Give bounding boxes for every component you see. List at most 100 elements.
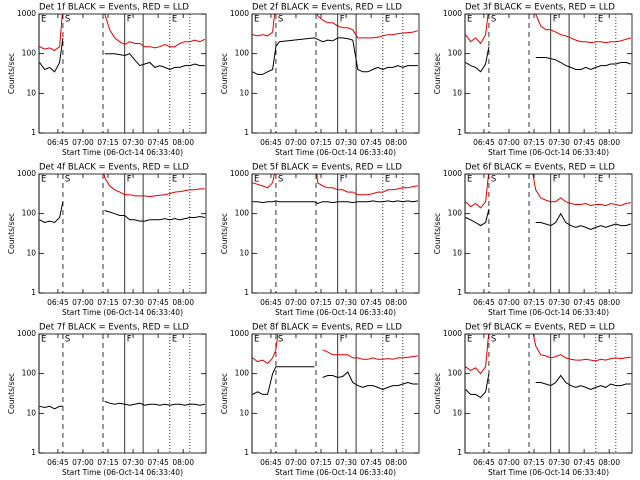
x-tick-label: 07:30 <box>122 298 144 307</box>
x-tick-label: 07:45 <box>360 138 382 147</box>
marker-label: E <box>254 335 259 345</box>
y-tick-label: 10 <box>452 408 462 417</box>
marker-label: S <box>491 15 496 25</box>
x-tick-label: 06:45 <box>473 458 495 467</box>
marker-label: E <box>598 15 603 25</box>
x-tick-label: 07:15 <box>310 458 332 467</box>
marker-label: F <box>340 335 345 345</box>
x-tick-label: 06:45 <box>47 298 69 307</box>
panel: Det 4f BLACK = Events, RED = LLD Counts/s… <box>7 163 207 317</box>
x-axis-label: Start Time (06-Oct-14 06:33:40) <box>488 308 609 317</box>
marker-label: E <box>41 15 46 25</box>
marker-label: F <box>553 175 558 185</box>
x-tick-label: 07:45 <box>147 298 169 307</box>
y-tick-label: 10 <box>26 408 36 417</box>
panel-title: Det 5f BLACK = Events, RED = LLD <box>252 163 402 173</box>
panel-title: Det 2f BLACK = Events, RED = LLD <box>252 3 402 13</box>
x-tick-label: 07:30 <box>335 298 357 307</box>
marker-label: E <box>41 335 46 345</box>
x-tick-label: 08:00 <box>385 298 407 307</box>
y-tick-label: 1000 <box>230 329 249 338</box>
x-tick-label: 07:30 <box>548 298 570 307</box>
x-tick-label: 07:45 <box>573 138 595 147</box>
plot-frame <box>251 333 420 454</box>
x-tick-label: 07:00 <box>72 138 94 147</box>
x-tick-label: 06:45 <box>260 138 282 147</box>
series-line <box>465 208 632 231</box>
series-line <box>465 373 631 399</box>
x-tick-label: 07:45 <box>573 458 595 467</box>
y-axis-label: Counts/sec <box>433 213 442 254</box>
y-tick-label: 10 <box>452 248 462 257</box>
y-tick-label: 1000 <box>443 329 462 338</box>
marker-label: F <box>127 175 132 185</box>
x-tick-label: 07:45 <box>147 458 169 467</box>
panel: Det 7f BLACK = Events, RED = LLD Counts/s… <box>7 323 207 477</box>
y-tick-label: 100 <box>448 209 463 218</box>
y-tick-label: 1000 <box>17 9 36 18</box>
marker-label: F <box>553 335 558 345</box>
y-tick-label: 1000 <box>230 9 249 18</box>
y-tick-label: 100 <box>22 209 37 218</box>
x-tick-label: 07:15 <box>523 458 545 467</box>
plot-frame <box>464 173 633 294</box>
x-tick-label: 07:45 <box>360 298 382 307</box>
y-tick-label: 1 <box>457 128 462 137</box>
y-axis-label: Counts/sec <box>7 373 16 414</box>
y-tick-label: 1 <box>457 448 462 457</box>
x-tick-label: 07:00 <box>498 298 520 307</box>
marker-label: S <box>278 335 283 345</box>
y-tick-label: 1 <box>244 128 249 137</box>
marker-label: F <box>340 175 345 185</box>
x-tick-label: 07:15 <box>310 138 332 147</box>
plot-frame <box>38 333 207 454</box>
y-tick-label: 100 <box>448 49 463 58</box>
marker-label: E <box>598 335 603 345</box>
x-tick-label: 08:00 <box>385 458 407 467</box>
y-axis-label: Counts/sec <box>220 53 229 94</box>
x-tick-label: 08:00 <box>172 298 194 307</box>
y-axis-label: Counts/sec <box>7 53 16 94</box>
x-tick-label: 07:15 <box>97 458 119 467</box>
y-tick-label: 1 <box>31 288 36 297</box>
y-axis-label: Counts/sec <box>7 213 16 254</box>
y-tick-label: 1 <box>244 448 249 457</box>
x-axis-label: Start Time (06-Oct-14 06:33:40) <box>62 148 183 157</box>
panel: Det 1f BLACK = Events, RED = LLD Counts/s… <box>7 3 207 157</box>
panel: Det 9f BLACK = Events, RED = LLD Counts/s… <box>433 323 633 477</box>
series-line <box>252 334 418 365</box>
y-tick-label: 100 <box>235 49 250 58</box>
y-tick-label: 10 <box>239 248 249 257</box>
x-tick-label: 06:45 <box>473 138 495 147</box>
y-tick-label: 100 <box>235 209 250 218</box>
x-tick-label: 06:45 <box>260 458 282 467</box>
y-tick-label: 1000 <box>17 329 36 338</box>
panel-title: Det 8f BLACK = Events, RED = LLD <box>252 323 402 333</box>
plot-frame <box>251 13 420 134</box>
series-line <box>39 201 205 224</box>
x-tick-label: 06:45 <box>47 458 69 467</box>
marker-label: E <box>385 15 390 25</box>
series-line <box>252 14 419 39</box>
y-tick-label: 100 <box>22 49 37 58</box>
x-tick-label: 07:15 <box>310 298 332 307</box>
x-axis-label: Start Time (06-Oct-14 06:33:40) <box>488 148 609 157</box>
y-axis-label: Counts/sec <box>433 373 442 414</box>
x-tick-label: 07:00 <box>285 298 307 307</box>
y-tick-label: 10 <box>452 88 462 97</box>
marker-label: S <box>491 335 496 345</box>
y-tick-label: 10 <box>26 248 36 257</box>
series-line <box>465 174 631 209</box>
panel-title: Det 6f BLACK = Events, RED = LLD <box>465 163 615 173</box>
marker-label: E <box>467 335 472 345</box>
x-tick-label: 07:30 <box>122 458 144 467</box>
x-tick-label: 07:15 <box>97 138 119 147</box>
x-tick-label: 06:45 <box>260 298 282 307</box>
y-tick-label: 1 <box>457 288 462 297</box>
plot-frame <box>464 13 633 134</box>
x-axis-label: Start Time (06-Oct-14 06:33:40) <box>275 468 396 477</box>
panel-title: Det 7f BLACK = Events, RED = LLD <box>39 323 189 333</box>
y-tick-label: 1 <box>244 288 249 297</box>
x-tick-label: 07:00 <box>498 458 520 467</box>
